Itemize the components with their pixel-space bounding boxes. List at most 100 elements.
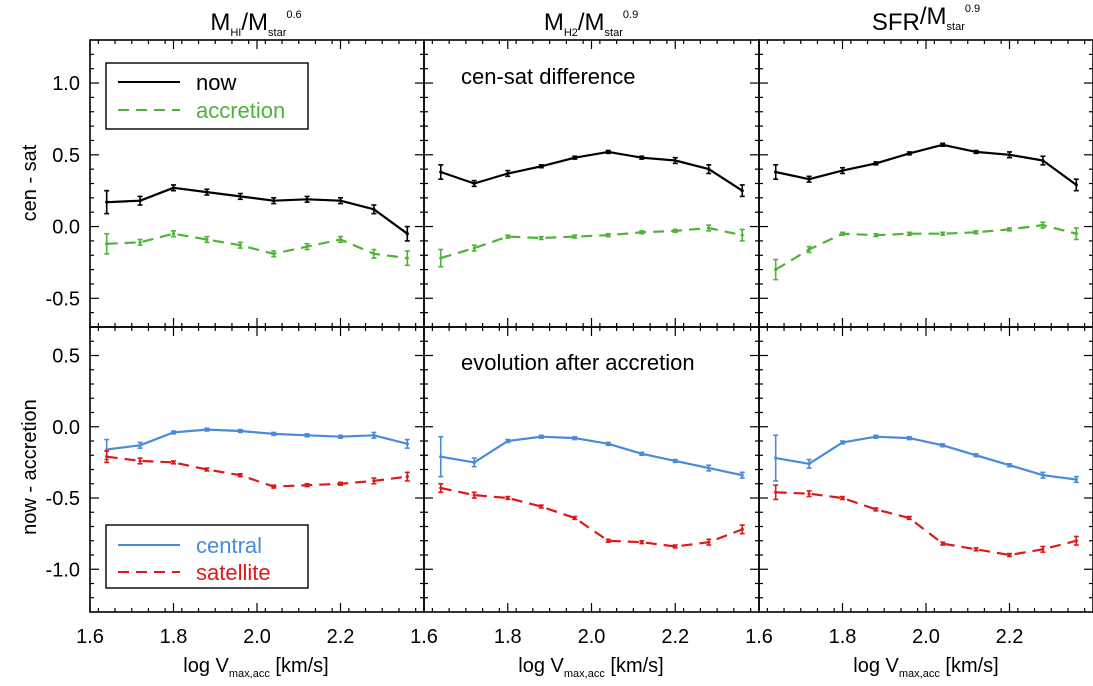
bottom-legend-box (105, 524, 309, 589)
legend-label-central: central (196, 533, 262, 558)
data-point-accretion (138, 240, 142, 244)
data-point-central (171, 430, 176, 435)
series-line-accretion (440, 226, 743, 260)
data-point-satellite (774, 490, 778, 494)
data-point-satellite (305, 483, 309, 487)
data-point-now (138, 199, 142, 203)
x-tick-label: 2.0 (912, 626, 940, 648)
data-point-satellite (907, 516, 911, 520)
data-point-satellite (205, 467, 209, 472)
data-point-now (606, 150, 610, 154)
column-title-3: SFR/Mstar0.9 (872, 3, 980, 36)
data-point-satellite (138, 459, 142, 463)
data-point-now (874, 161, 878, 166)
data-point-satellite (372, 479, 376, 483)
data-point-now (673, 158, 677, 163)
legend-label-satellite: satellite (196, 560, 271, 585)
legend-label-accretion: accretion (196, 98, 285, 123)
series-line-now (106, 186, 408, 235)
data-point-now (573, 156, 577, 160)
data-point-central (807, 462, 811, 466)
series-line-satellite (775, 491, 1077, 557)
data-point-now (1041, 158, 1045, 163)
data-point-satellite (105, 455, 109, 459)
data-point-central (740, 473, 744, 477)
data-point-satellite (673, 544, 677, 549)
data-point-satellite (272, 485, 276, 489)
data-point-accretion (707, 226, 711, 230)
data-point-satellite (1074, 539, 1078, 543)
data-point-now (740, 189, 744, 193)
column-title-1: MHI/Mstar0.6 (210, 9, 301, 39)
x-axis-label-1: log Vmax,acc [km/s] (183, 655, 328, 680)
data-point-central (1074, 477, 1078, 482)
data-point-satellite (439, 486, 443, 490)
data-point-central (707, 466, 711, 470)
x-tick-label: 2.0 (578, 626, 606, 648)
data-point-now (171, 186, 176, 190)
x-tick-label: 2.2 (996, 626, 1024, 648)
data-point-central (640, 452, 644, 456)
data-point-central (338, 435, 343, 439)
y-tick-label: 1.0 (52, 73, 80, 95)
data-point-central (573, 436, 577, 440)
data-point-accretion (606, 233, 610, 237)
data-point-central (305, 433, 309, 437)
data-point-accretion (238, 243, 242, 247)
data-point-accretion (640, 230, 644, 234)
data-point-now (941, 143, 945, 147)
panel-top-left: 1.0 0.5 0.0 -0.5 (46, 39, 425, 328)
data-point-accretion (372, 252, 376, 256)
data-point-accretion (874, 233, 878, 237)
panel-frame (758, 326, 1093, 613)
series-line-accretion (775, 224, 1077, 271)
y-tick-label: 0.5 (52, 145, 80, 167)
top-y-axis-label: cen - sat (19, 144, 41, 221)
data-point-now (539, 164, 543, 168)
data-point-now (272, 199, 276, 203)
x-axis-label-2: log Vmax,acc [km/s] (518, 655, 663, 680)
data-point-central (138, 443, 142, 447)
data-point-now (439, 170, 443, 174)
data-point-accretion (472, 246, 476, 250)
panels: 1.00.50.0-0.50.50.0-0.5-1.01.6 1.8 2.0 2.2 1… (46, 39, 1093, 648)
bottom-y-axis-label: now - accretion (19, 399, 41, 535)
x-tick-label: 1.8 (494, 626, 522, 648)
data-point-central (874, 435, 878, 439)
data-point-now (305, 197, 309, 201)
data-point-central (673, 459, 677, 463)
data-point-satellite (238, 473, 242, 477)
series-line-accretion (106, 232, 408, 260)
data-point-now (1074, 183, 1078, 187)
x-tick-label: 2.0 (243, 626, 271, 648)
panel-bottom-left: 0.5 0.0 -0.5 -1.0 1.6 1.8 2.0 2.2 (46, 326, 425, 648)
data-point-accretion (774, 268, 778, 272)
data-point-now (506, 171, 510, 176)
data-point-now (640, 156, 644, 160)
data-point-central (606, 442, 610, 446)
data-point-now (105, 200, 109, 204)
y-tick-label: 0.5 (52, 346, 80, 368)
column-title-2: MH2/Mstar0.9 (544, 9, 638, 39)
data-point-central (974, 453, 978, 457)
data-point-accretion (338, 237, 343, 242)
data-point-satellite (707, 540, 711, 544)
data-point-accretion (506, 234, 510, 239)
data-point-satellite (1007, 553, 1012, 557)
data-point-accretion (673, 229, 677, 233)
data-point-satellite (405, 475, 409, 479)
data-point-central (539, 435, 543, 439)
data-point-now (974, 150, 978, 154)
series-line-central (775, 435, 1077, 481)
x-tick-label: 1.8 (829, 626, 857, 648)
data-point-central (238, 429, 242, 433)
data-point-accretion (1041, 223, 1045, 227)
y-tick-label: 0.0 (52, 217, 80, 239)
panel-bottom-middle: 1.6 1.8 2.0 2.2 (410, 326, 760, 648)
bottom-legend: central satellite (105, 524, 309, 589)
data-point-central (941, 443, 945, 447)
data-point-accretion (305, 245, 309, 249)
series-line-satellite (106, 455, 408, 488)
series-line-satellite (440, 486, 743, 548)
